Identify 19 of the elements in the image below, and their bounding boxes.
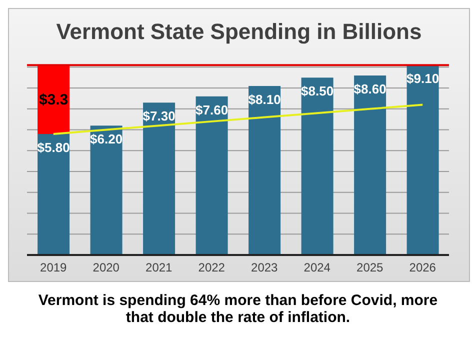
data-label: $7.30 <box>142 108 176 124</box>
data-label: $7.60 <box>196 102 228 118</box>
data-label: $5.80 <box>37 140 70 155</box>
data-label: $9.10 <box>406 71 440 86</box>
x-tick-label: 2022 <box>198 260 226 275</box>
x-tick-label: 2021 <box>146 260 173 275</box>
text: Vermont is spending 64% more than before Covid, more that double the rate of inflation. <box>37 292 439 326</box>
x-tick-label: 2023 <box>251 260 278 275</box>
x-tick-label: 2024 <box>304 260 331 275</box>
data-label: $8.50 <box>301 84 334 99</box>
data-label: $6.20 <box>90 132 123 147</box>
x-tick-label: 2019 <box>40 260 68 275</box>
data-label: $8.60 <box>354 82 386 97</box>
x-tick-label: 2026 <box>409 260 436 275</box>
data-label: $8.10 <box>248 92 281 107</box>
x-tick-label: 2025 <box>356 260 384 275</box>
data-label: $3.3 <box>38 92 68 109</box>
x-tick-label: 2020 <box>92 260 120 275</box>
chart-title: Vermont State Spending in Billions <box>55 18 423 46</box>
